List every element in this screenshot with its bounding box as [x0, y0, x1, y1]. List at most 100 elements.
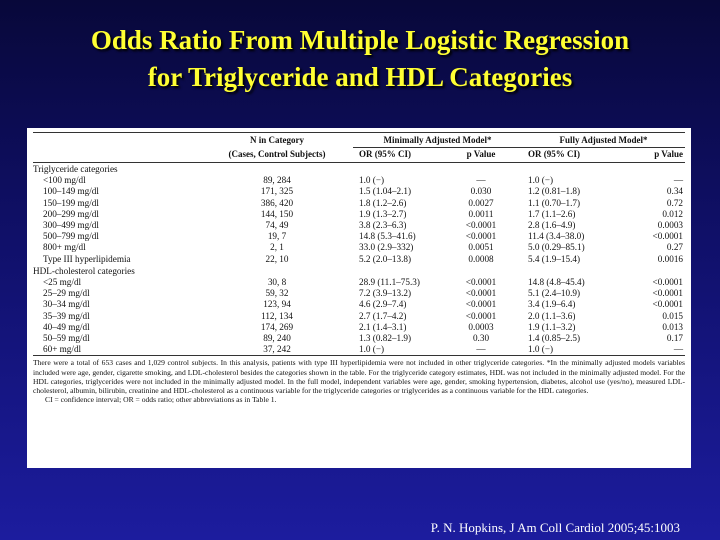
category-cell: 60+ mg/dl — [33, 344, 201, 357]
slide-title-line1: Odds Ratio From Multiple Logistic Regres… — [90, 25, 630, 55]
n-cell: 174, 269 — [260, 321, 294, 332]
header-or-full: OR (95% CI) — [522, 147, 619, 163]
or-full-cell: 1.1 (0.70–1.7) — [528, 197, 581, 208]
header-group-full: Fully Adjusted Model* — [522, 132, 685, 148]
section-title: Triglyceride categories — [33, 164, 118, 174]
category-cell: <25 mg/dl — [43, 277, 82, 288]
p-minimal-cell: 0.30 — [472, 333, 490, 344]
header-n-line2: (Cases, Control Subjects) — [201, 147, 353, 163]
or-minimal-cell: 2.1 (1.4–3.1) — [359, 321, 407, 332]
n-cell: 2, 1 — [270, 242, 284, 253]
p-full-cell: 0.013 — [662, 321, 683, 332]
or-minimal-cell: 3.8 (2.3–6.3) — [359, 220, 407, 231]
table-row: Type III hyperlipidemia 22, 10 5.2 (2.0–13… — [33, 254, 685, 265]
n-cell: 171, 325 — [260, 186, 294, 197]
table-row: 200–299 mg/dl 144, 150 1.9 (1.3–2.7) 0.0011… — [33, 209, 685, 220]
or-minimal-cell: 1.0 (−) — [353, 344, 440, 357]
p-full-cell: 0.0003 — [657, 220, 683, 231]
table-row: 800+ mg/dl 2, 1 33.0 (2.9–332) 0.0051 5.0 (0… — [33, 242, 685, 253]
header-row-2: (Cases, Control Subjects) OR (95% CI) p … — [33, 147, 685, 163]
section-header-row: HDL-cholesterol categories — [33, 265, 685, 277]
table-footnote: There were a total of 653 cases and 1,02… — [33, 358, 685, 404]
section-header-row: Triglyceride categories — [33, 163, 685, 176]
category-cell: 800+ mg/dl — [43, 242, 86, 253]
table-row: 40–49 mg/dl 174, 269 2.1 (1.4–3.1) 0.0003 1.… — [33, 322, 685, 333]
or-full-cell: 14.8 (4.8–45.4) — [528, 277, 585, 288]
p-minimal-cell: <0.0001 — [465, 299, 497, 310]
or-full-cell: 1.0 (−) — [528, 175, 554, 186]
table-row: 30–34 mg/dl 123, 94 4.6 (2.9–7.4) <0.0001 3.… — [33, 299, 685, 310]
n-cell: 30, 8 — [267, 277, 287, 288]
category-cell: 35–39 mg/dl — [43, 310, 90, 321]
p-full-cell: 0.015 — [662, 310, 683, 321]
p-full-cell: <0.0001 — [652, 299, 683, 310]
or-minimal-cell: 1.5 (1.04–2.1) — [359, 186, 412, 197]
n-cell: 112, 134 — [261, 310, 293, 321]
p-minimal-cell: 0.030 — [470, 186, 492, 197]
or-minimal-cell: 1.8 (1.2–2.6) — [359, 197, 407, 208]
p-full-cell: 0.27 — [666, 242, 683, 253]
table-row: 25–29 mg/dl 59, 32 7.2 (3.9–13.2) <0.0001 5.… — [33, 288, 685, 299]
n-cell: 123, 94 — [263, 299, 291, 310]
n-cell: 74, 49 — [265, 220, 289, 231]
or-full-cell: 5.4 (1.9–15.4) — [528, 253, 581, 264]
slide-title: Odds Ratio From Multiple Logistic Regres… — [0, 22, 720, 96]
table-row: 60+ mg/dl 37, 242 1.0 (−) —1.0 (−) — — [33, 344, 685, 357]
p-minimal-cell: <0.0001 — [465, 220, 497, 231]
header-group-minimal: Minimally Adjusted Model* — [353, 132, 522, 148]
or-full-cell: 2.8 (1.6–4.9) — [528, 220, 576, 231]
category-cell: 150–199 mg/dl — [43, 197, 99, 208]
n-cell: 386, 420 — [260, 197, 294, 208]
p-full-cell: — — [619, 344, 685, 357]
table-row: 150–199 mg/dl 386, 420 1.8 (1.2–2.6) 0.0027… — [33, 198, 685, 209]
or-full-cell: 1.2 (0.81–1.8) — [528, 186, 581, 197]
p-full-cell: <0.0001 — [652, 277, 683, 288]
or-full-cell: 5.1 (2.4–10.9) — [528, 288, 581, 299]
table-row: <100 mg/dl 89, 284 1.0 (−) — 1.0 (−) — — [33, 175, 685, 186]
or-full-cell: 11.4 (3.4–38.0) — [528, 231, 585, 242]
table-row: 500–799 mg/dl 19, 7 14.8 (5.3–41.6) <0.0001… — [33, 231, 685, 242]
category-cell: 500–799 mg/dl — [43, 231, 99, 242]
n-cell: 144, 150 — [260, 208, 294, 219]
or-minimal-cell: 28.9 (11.1–75.3) — [359, 277, 420, 288]
footnote-abbreviations: CI = confidence interval; OR = odds rati… — [45, 395, 277, 405]
category-cell: 100–149 mg/dl — [43, 186, 99, 197]
p-full-cell: 0.17 — [666, 333, 683, 344]
or-minimal-cell: 2.7 (1.7–4.2) — [359, 310, 407, 321]
p-minimal-cell: <0.0001 — [465, 277, 497, 288]
header-p-minimal: p Value — [440, 147, 522, 163]
section-title: HDL-cholesterol categories — [33, 265, 135, 276]
table-row: 100–149 mg/dl 171, 325 1.5 (1.04–2.1) 0.030… — [33, 186, 685, 197]
category-cell: 200–299 mg/dl — [43, 208, 99, 219]
or-full-cell: 1.7 (1.1–2.6) — [528, 208, 576, 219]
p-full-cell: <0.0001 — [652, 288, 683, 299]
category-cell: 25–29 mg/dl — [43, 288, 90, 299]
n-cell: 19, 7 — [267, 231, 287, 242]
table-row: 300–499 mg/dl 74, 49 3.8 (2.3–6.3) <0.0001 2… — [33, 220, 685, 231]
table-row: 50–59 mg/dl 89, 240 1.3 (0.82–1.9) 0.30 1.4 … — [33, 333, 685, 344]
n-cell: 89, 284 — [263, 175, 291, 186]
citation: P. N. Hopkins, J Am Coll Cardiol 2005;45… — [430, 520, 680, 535]
or-minimal-cell: 1.0 (−) — [359, 175, 385, 186]
or-minimal-cell: 5.2 (2.0–13.8) — [359, 253, 412, 264]
footnote-text: There were a total of 653 cases and 1,02… — [33, 358, 685, 396]
p-minimal-cell: 0.0011 — [468, 208, 494, 219]
category-cell: 300–499 mg/dl — [43, 220, 99, 231]
p-full-cell: 0.72 — [666, 197, 683, 208]
n-cell: 59, 32 — [265, 288, 289, 299]
or-minimal-cell: 7.2 (3.9–13.2) — [359, 288, 412, 299]
or-minimal-cell: 14.8 (5.3–41.6) — [359, 231, 416, 242]
or-minimal-cell: 1.9 (1.3–2.7) — [359, 208, 407, 219]
or-minimal-cell: 33.0 (2.9–332) — [359, 242, 414, 253]
category-cell: 30–34 mg/dl — [43, 299, 90, 310]
table-row: <25 mg/dl 30, 8 28.9 (11.1–75.3) <0.0001 14.… — [33, 277, 685, 288]
header-n-line1: N in Category — [201, 132, 353, 148]
category-cell: Type III hyperlipidemia — [43, 253, 131, 264]
table-row: 35–39 mg/dl 112, 134 2.7 (1.7–4.2) <0.0001 2… — [33, 311, 685, 322]
category-cell: 40–49 mg/dl — [43, 321, 90, 332]
p-minimal-cell: — — [440, 344, 522, 357]
p-minimal-cell: <0.0001 — [465, 231, 497, 242]
table-body: Triglyceride categories <100 mg/dl 89, 284… — [33, 163, 685, 357]
header-or-minimal: OR (95% CI) — [353, 147, 440, 163]
n-cell: 22, 10 — [265, 253, 289, 264]
